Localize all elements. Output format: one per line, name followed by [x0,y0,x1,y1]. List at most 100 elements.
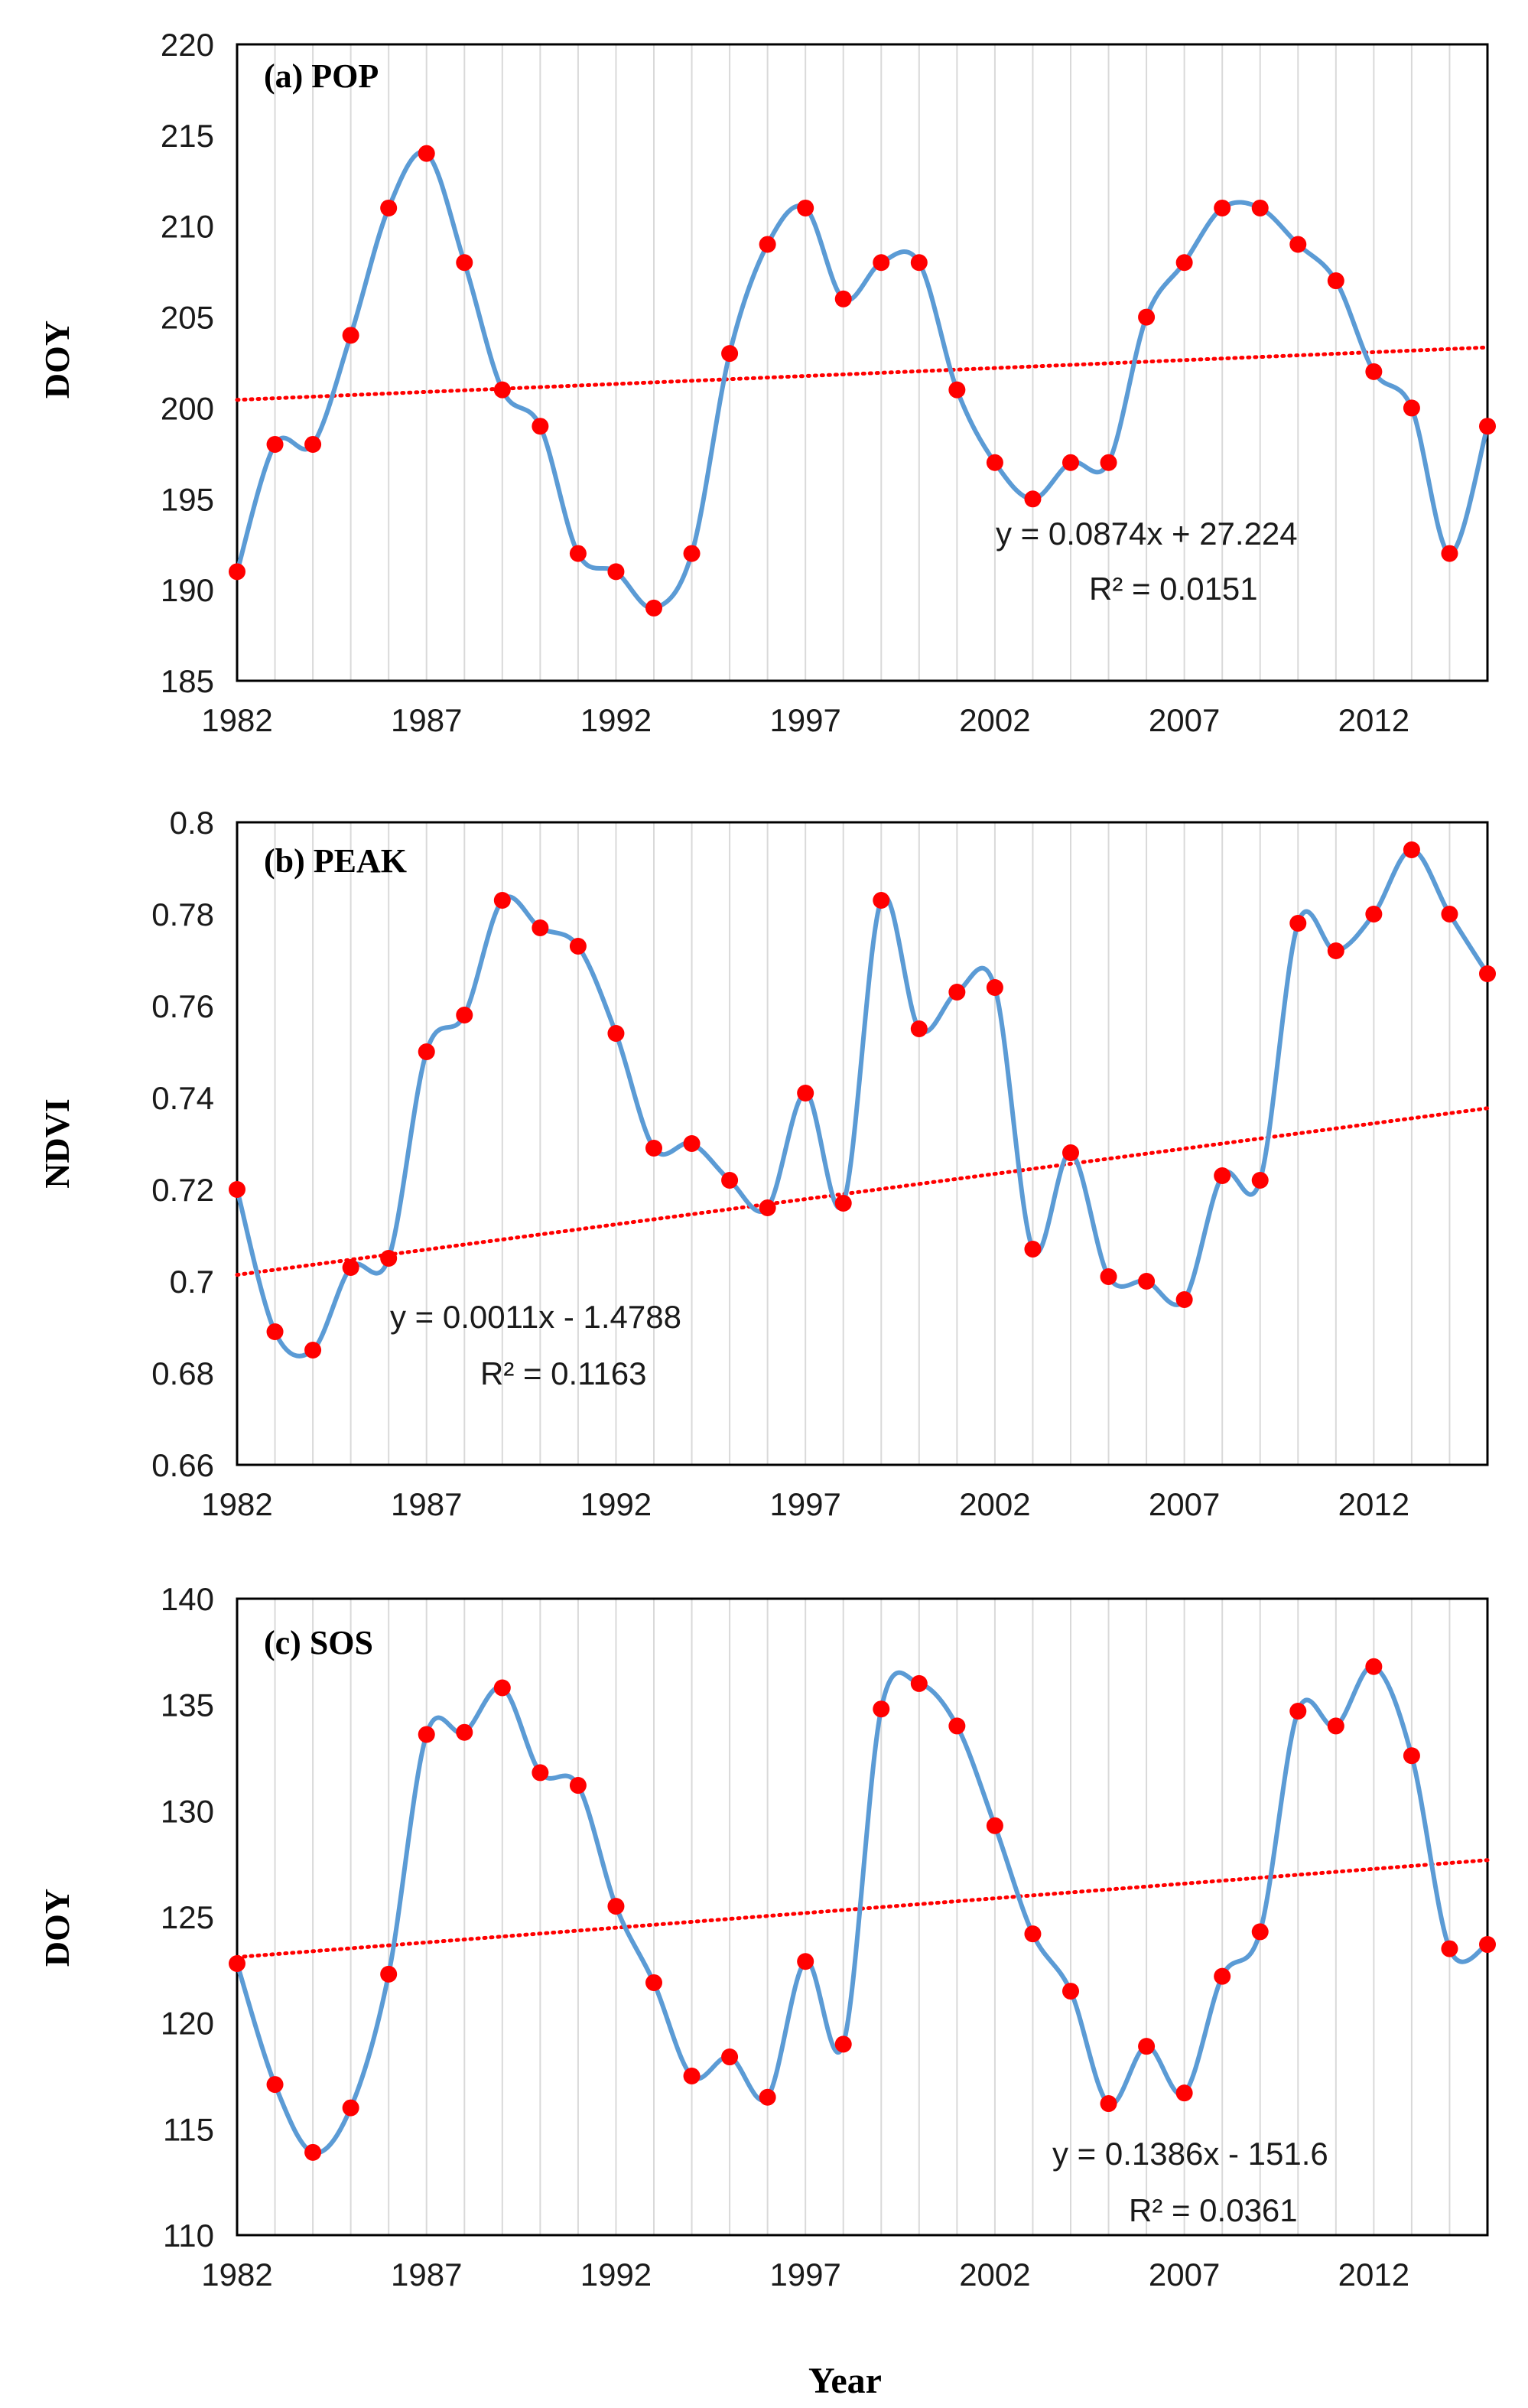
panel-peak-data-point [1138,1273,1156,1290]
panel-peak-ytick-label: 0.8 [170,805,214,841]
panel-peak-ytick-label: 0.66 [151,1447,214,1483]
panel-peak-xtick-label: 1982 [201,1486,272,1522]
panel-sos-xtick-label: 2012 [1338,2257,1409,2292]
panel-sos-data-point [873,1700,890,1718]
panel-peak-data-point [834,1195,852,1212]
panel-sos-data-point [721,2048,739,2066]
panel-sos-data-point [1289,1702,1307,1720]
panel-pop-ytick-label: 190 [161,572,214,608]
panel-pop-data-point [1365,363,1383,380]
panel-peak-data-point [1365,906,1383,923]
panel-pop-data-point [493,381,511,399]
x-axis-label: Year [808,2361,882,2401]
panel-sos-xtick-label: 2002 [959,2257,1030,2292]
panel-sos-frame [236,1597,1489,2237]
panel-peak-data-point [1175,1291,1193,1308]
panel-sos-data-point [1327,1717,1344,1735]
panel-peak-data-point [418,1043,435,1060]
panel-sos-data-point [797,1953,814,1970]
panel-sos-r2: R² = 0.0361 [1129,2192,1298,2228]
panel-peak-xtick-label: 1992 [580,1486,652,1522]
panel-peak-data-point [1062,1144,1079,1161]
panel-sos-data-point [683,2068,701,2084]
panel-peak-data-point [1024,1241,1042,1258]
panel-pop-data-point [1175,254,1193,272]
panel-sos-title: (c) SOS [264,1624,373,1661]
panel-peak-data-point [645,1140,662,1157]
panel-pop-data-point [683,545,701,562]
panel-peak-data-point [1441,906,1458,923]
panel-pop-data-point [1062,454,1079,471]
panel-peak-data-point [229,1181,245,1198]
panel-peak-xtick-label: 2007 [1149,1486,1220,1522]
panel-pop-equation: y = 0.0874x + 27.224 [996,516,1298,552]
panel-sos-data-point [1479,1936,1496,1954]
panel-pop-ytick-label: 185 [161,663,214,699]
panel-pop-ytick-label: 220 [161,27,214,63]
panel-sos-data-point [380,1965,398,1983]
panel-peak-xtick-label: 1997 [769,1486,840,1522]
panel-peak-ytick-label: 0.78 [151,896,214,932]
panel-peak-ytick-label: 0.7 [170,1264,214,1300]
panel-peak-ylabel: NDVI [37,1098,76,1189]
panel-sos-data-point [569,1777,587,1795]
panel-pop-data-point [1100,454,1117,471]
panel-pop-data-point [1138,308,1156,326]
panel-peak-series-line [235,848,1490,1359]
panel-peak-ytick-label: 0.74 [151,1080,214,1116]
panel-sos-data-point [1024,1925,1042,1943]
panel-peak-title: (b) PEAK [264,842,407,880]
panel-pop-data-point [380,199,398,216]
panel-pop-data-point [873,254,890,272]
panel-pop-xtick-label: 1987 [391,702,462,738]
panel-sos-data-point [304,2143,322,2161]
panel-sos-ytick-label: 115 [163,2111,214,2147]
panel-sos-equation: y = 0.1386x - 151.6 [1052,2136,1328,2172]
panel-sos-ytick-label: 120 [161,2006,214,2042]
panel-peak-r2: R² = 0.1163 [480,1355,647,1391]
panel-pop-data-point [948,381,966,399]
panel-pop-frame [236,43,1489,682]
panel-peak-ytick-label: 0.68 [151,1355,214,1391]
panel-sos-ytick-label: 130 [161,1793,214,1829]
panel-sos-xtick-label: 1987 [391,2257,462,2292]
panel-pop-data-point [229,563,245,581]
panel-pop-data-point [986,454,1003,471]
panel-pop-data-point [569,545,587,562]
panel-pop-data-point [342,327,359,344]
panel-pop-data-point [266,435,284,453]
panel-sos-data-point [418,1726,435,1743]
panel-pop-ylabel: DOY [37,321,76,399]
panel-pop-ytick-label: 195 [161,481,214,517]
panel-sos-data-point [456,1723,473,1741]
panel-peak-data-point [873,892,890,909]
panel-peak-data-point [1289,915,1307,932]
panel-peak-data-point [266,1323,284,1340]
panel-sos-data-point [645,1974,662,1991]
panel-sos: 110 115 120 125 130 135 140 1982 1987 1992 1997 200… [161,1581,1496,2292]
panel-peak-trendline [235,1106,1490,1277]
panel-pop-data-point [1024,490,1042,508]
panel-peak-xtick-label: 2002 [959,1486,1030,1522]
panel-sos-xtick-label: 2007 [1149,2257,1220,2292]
panel-peak-data-point [797,1085,814,1101]
panel-peak-ytick-label: 0.72 [151,1172,214,1208]
panel-sos-data-point [759,2088,776,2106]
panel-sos-data-point [493,1679,511,1697]
panel-sos-data-point [1100,2095,1117,2113]
panel-pop-data-point [1214,199,1231,216]
panel-sos-data-point [532,1764,549,1782]
panel-sos-ylabel: DOY [37,1889,76,1967]
panel-sos-data-point [1403,1747,1420,1765]
panel-pop-xtick-label: 1997 [769,702,840,738]
panel-sos-data-point [266,2076,284,2094]
panel-pop-xtick-label: 2007 [1149,702,1220,738]
panel-peak-data-point [1479,965,1496,982]
panel-peak-data-point [1100,1268,1117,1285]
panel-sos-data-point [948,1717,966,1735]
panel-sos-data-point [986,1817,1003,1834]
panel-pop-data-point [1327,272,1344,290]
panel-pop-data-point [1441,545,1458,562]
panel-pop: 185 190 195 200 205 210 215 220 1982 1987 1992 1997… [161,27,1496,738]
